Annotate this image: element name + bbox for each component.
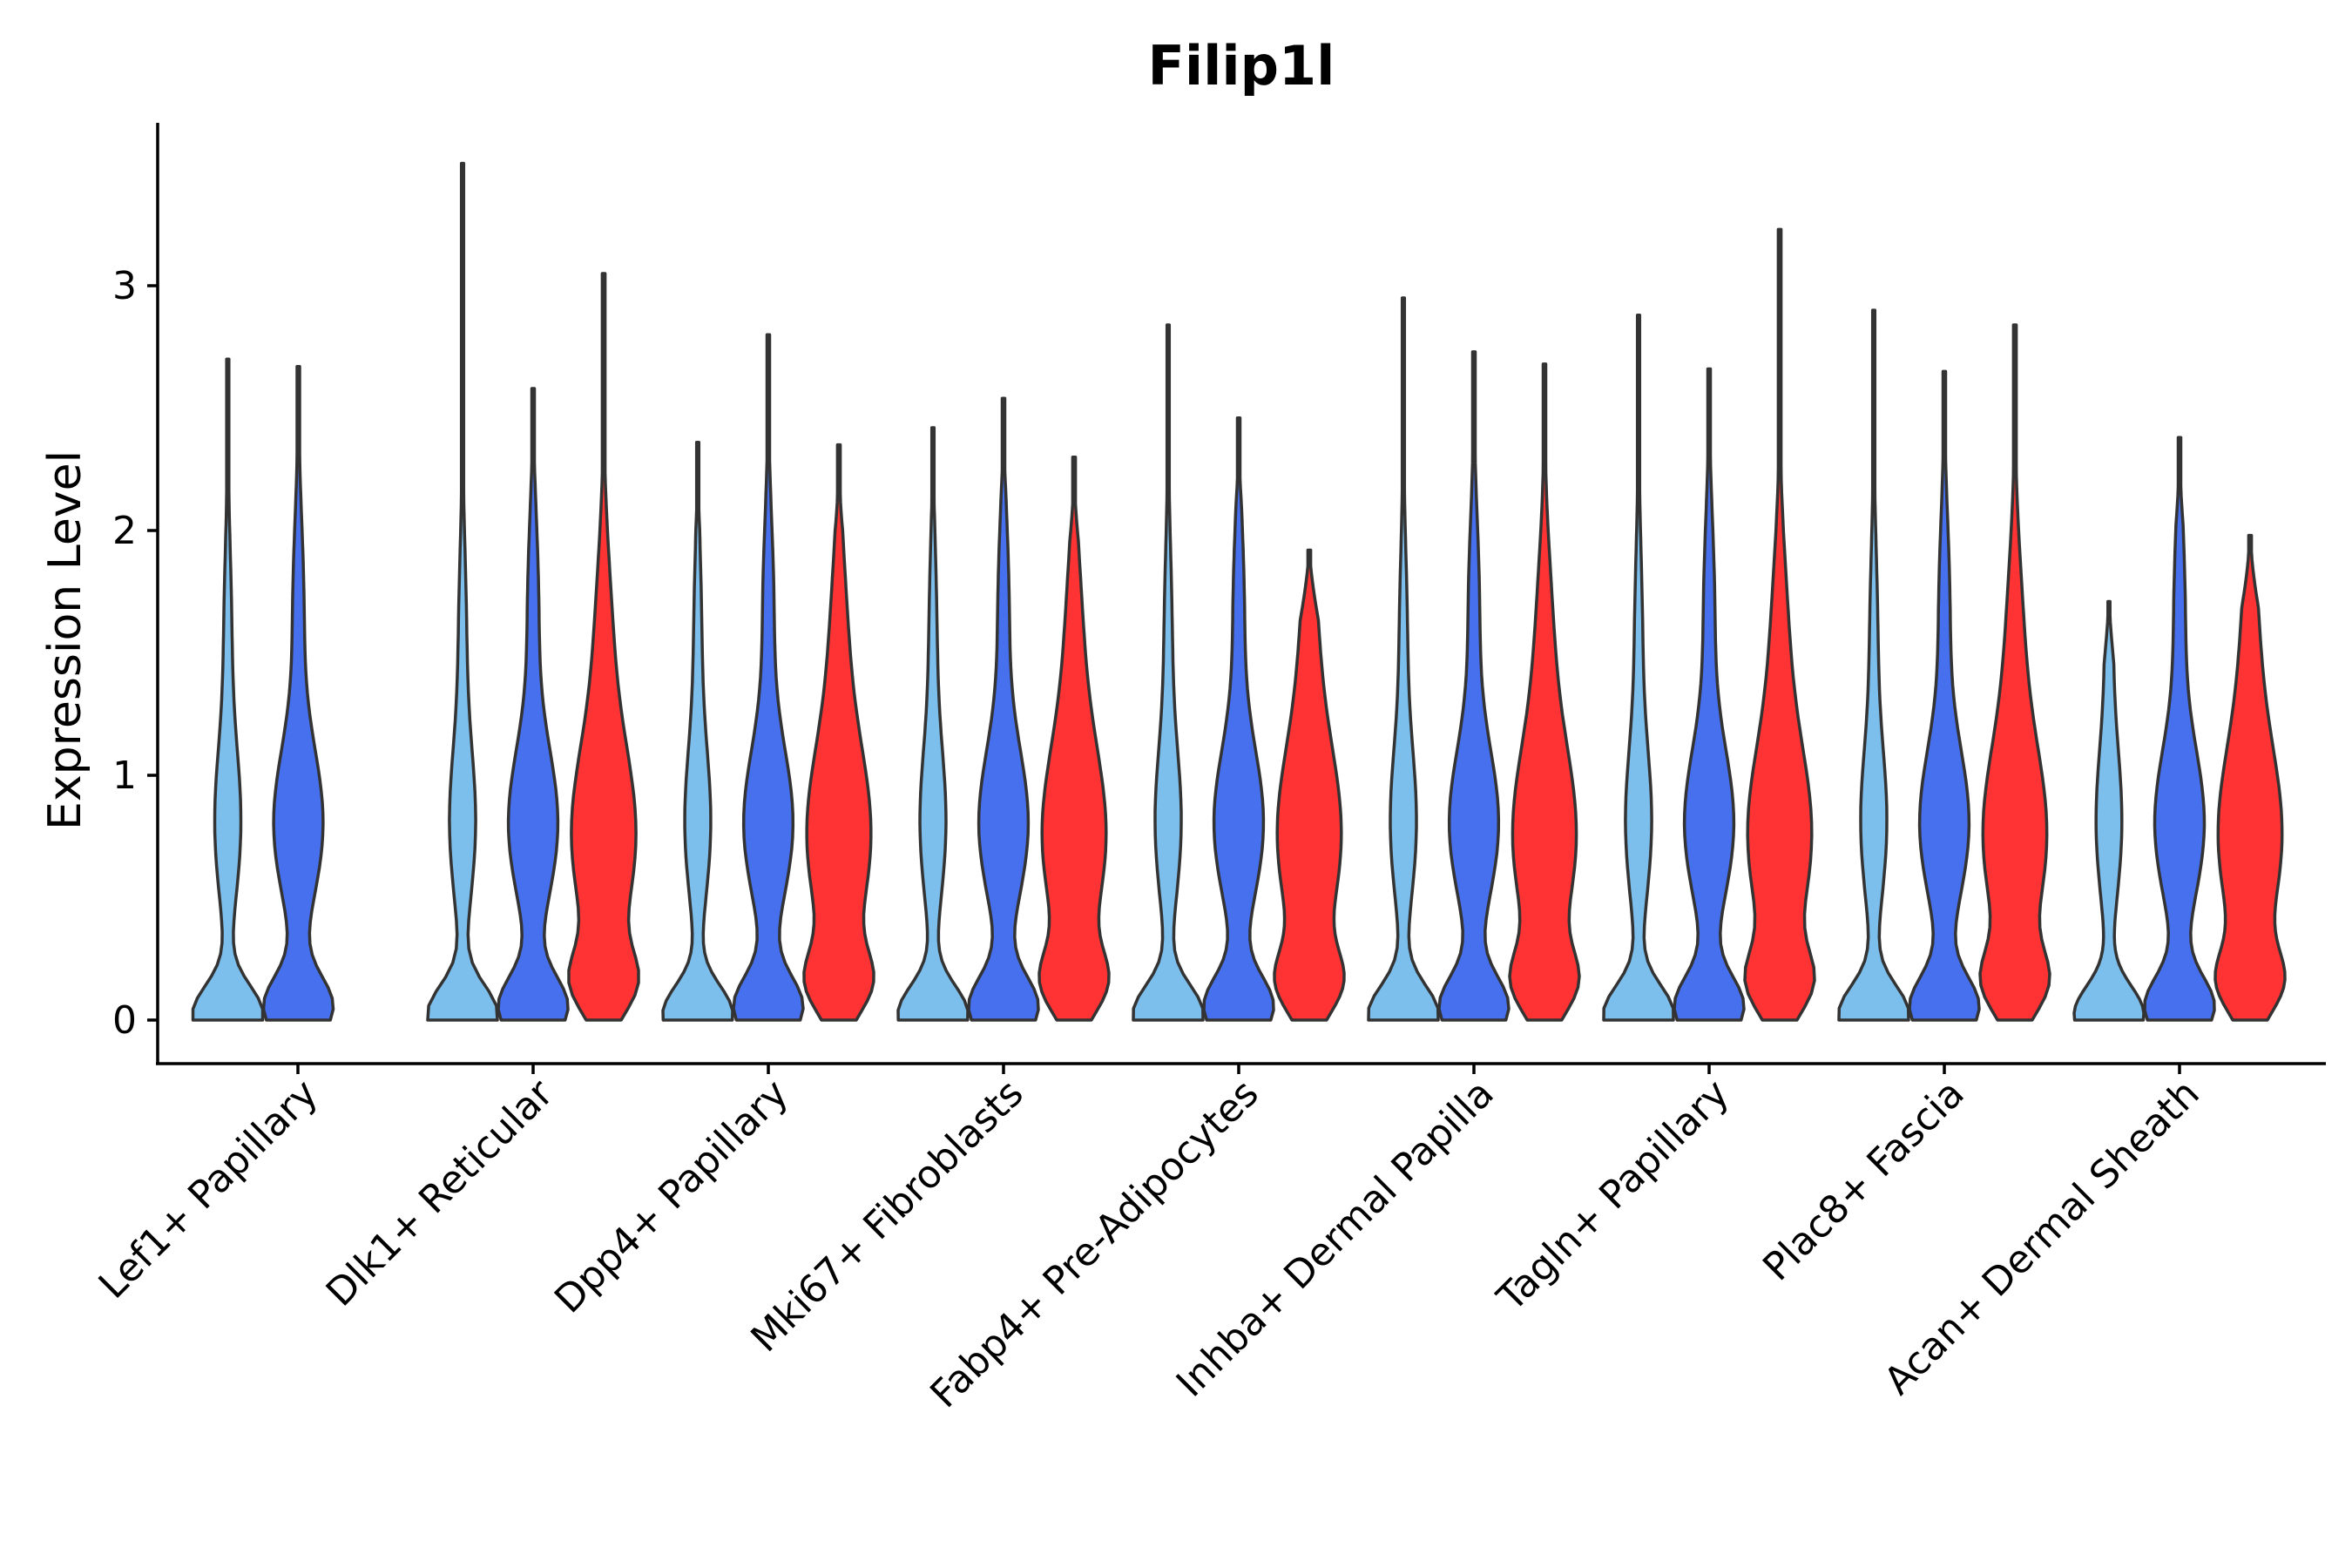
violin-blue	[1908, 369, 1981, 1022]
violin-light-blue	[191, 357, 265, 1022]
violin-blue	[967, 396, 1040, 1022]
violin-blue	[261, 364, 335, 1022]
violin-light-blue	[426, 161, 499, 1022]
violin-red	[1273, 548, 1346, 1022]
violin-blue	[1202, 416, 1275, 1022]
y-tick-label: 2	[112, 509, 137, 553]
violin-light-blue	[2072, 599, 2146, 1022]
violin-layer	[191, 161, 2287, 1022]
violin-blue	[1673, 367, 1746, 1022]
x-tick-label: Dpp4+ Papillary	[546, 1071, 797, 1322]
violin-blue	[2143, 436, 2216, 1022]
chart-title: Filip1l	[1148, 34, 1335, 98]
violin-light-blue	[661, 441, 734, 1022]
x-tick-label: Tagln+ Papillary	[1489, 1071, 1738, 1321]
y-tick-label: 0	[112, 998, 137, 1043]
violin-red	[802, 443, 875, 1022]
violin-light-blue	[896, 426, 970, 1022]
violin-red	[567, 272, 640, 1022]
x-tick-label: Plac8+ Fascia	[1754, 1071, 1973, 1290]
violin-blue	[732, 333, 805, 1022]
violin-light-blue	[1367, 296, 1440, 1022]
violin-red	[1978, 323, 2051, 1022]
x-tick-label: Lef1+ Papillary	[91, 1071, 327, 1308]
violin-red	[1508, 362, 1581, 1022]
violin-red	[1037, 455, 1111, 1022]
violin-blue	[1437, 350, 1511, 1022]
x-tick-label: Dlk1+ Reticular	[318, 1071, 563, 1315]
violin-light-blue	[1837, 308, 1910, 1022]
violin-red	[2213, 533, 2287, 1022]
y-tick-label: 1	[112, 754, 137, 798]
violin-red	[1743, 227, 1816, 1022]
y-axis-label: Expression Level	[39, 450, 91, 830]
violin-blue	[497, 387, 570, 1022]
y-tick-label: 3	[112, 264, 137, 308]
violin-light-blue	[1602, 313, 1675, 1022]
violin-light-blue	[1132, 323, 1205, 1022]
y-axis-ticks: 0 1 2 3	[112, 264, 158, 1043]
